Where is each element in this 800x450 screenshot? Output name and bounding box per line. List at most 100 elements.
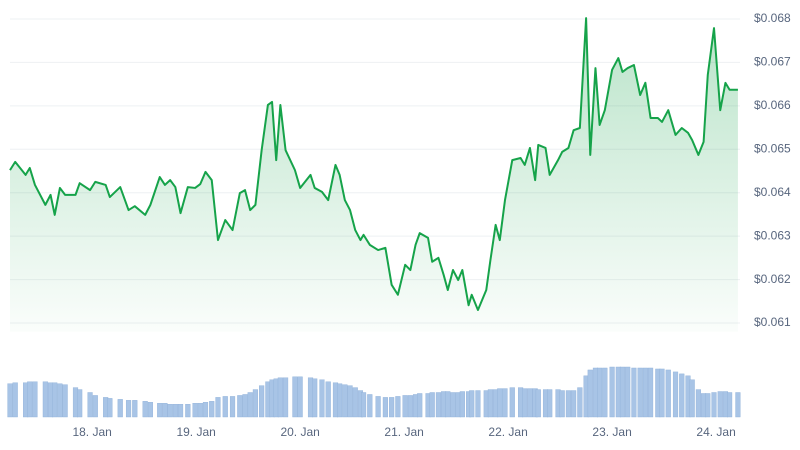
volume-bar [429, 392, 435, 418]
volume-bar [52, 382, 58, 418]
price-area [10, 18, 738, 332]
volume-bar [342, 384, 348, 418]
volume-bar [487, 389, 494, 418]
y-tick-label: $0.061 [754, 315, 791, 329]
volume-bar [202, 402, 209, 418]
volume-bar [527, 388, 533, 418]
volume-bar [389, 397, 395, 418]
volume-bar [631, 367, 637, 418]
x-tick-label: 21. Jan [384, 425, 423, 439]
y-tick-label: $0.063 [754, 228, 791, 242]
volume-bar [32, 381, 38, 418]
volume-bar [222, 396, 228, 418]
volume-bar [602, 367, 608, 418]
volume-bar [659, 368, 665, 418]
volume-bar [642, 367, 648, 418]
volume-bar [77, 389, 83, 418]
x-tick-label: 22. Jan [488, 425, 527, 439]
volume-bar [435, 392, 442, 418]
volume-bar [735, 392, 741, 418]
volume-bar [292, 376, 298, 418]
volume-bar [407, 395, 413, 418]
volume-bar [209, 401, 215, 418]
volume-bar [559, 390, 565, 418]
volume-bar [252, 389, 258, 418]
volume-bar [125, 400, 132, 418]
volume-bar [172, 404, 178, 418]
volume-bar [497, 388, 503, 418]
volume-bar [547, 389, 553, 418]
volume-bar [695, 389, 701, 418]
volume-bar [242, 394, 248, 418]
volume-bar [619, 366, 626, 418]
volume-bar [535, 389, 541, 418]
volume-bar [192, 403, 198, 418]
volume-bar [337, 383, 343, 418]
volume-bar [162, 403, 168, 418]
volume-bar [672, 371, 679, 418]
volume-bar [57, 383, 63, 418]
volume-bar [705, 393, 711, 418]
volume-bar [727, 392, 733, 418]
volume-bar [237, 395, 243, 418]
y-tick-label: $0.064 [754, 185, 791, 199]
volume-bar [565, 390, 571, 418]
volume-bar [382, 397, 388, 418]
volume-bar [92, 395, 98, 418]
volume-bar [117, 399, 123, 418]
volume-bar [107, 398, 113, 418]
volume-bar [7, 383, 13, 418]
volume-bar [277, 377, 283, 418]
volume-bar [259, 385, 265, 418]
volume-bar [197, 403, 203, 418]
volume-bar [647, 367, 654, 418]
volume-bar [665, 369, 671, 418]
volume-bar [87, 392, 93, 418]
volume-bar [679, 373, 685, 418]
volume-bar [297, 376, 303, 418]
volume-bar [417, 393, 423, 418]
volume-bar [502, 388, 508, 418]
volume-bar [375, 396, 381, 418]
volume-bar [459, 391, 465, 418]
volume-bar [177, 404, 184, 418]
volume-bar [229, 396, 236, 418]
volume-bar [167, 404, 173, 418]
volume-bar [609, 366, 615, 418]
volume-bar [215, 397, 221, 418]
x-tick-label: 24. Jan [696, 425, 735, 439]
x-tick-label: 23. Jan [592, 425, 631, 439]
volume-bar [319, 379, 325, 418]
volume-bar [132, 400, 138, 418]
volume-bar [711, 392, 717, 418]
volume-bar [27, 381, 33, 418]
volume-bar [147, 402, 153, 418]
volume-bar [597, 367, 603, 418]
price-line [9, 17, 738, 311]
volume-bar [347, 385, 353, 418]
volume-bar [247, 392, 253, 418]
volume-bar [689, 379, 695, 418]
volume-bar [185, 404, 191, 418]
volume-bar [42, 381, 48, 418]
volume-bar [571, 390, 577, 418]
volume-bar [469, 390, 475, 418]
volume-bar [360, 392, 367, 418]
volume-bar [352, 387, 358, 418]
y-tick-label: $0.065 [754, 141, 791, 155]
volume-bar [325, 381, 331, 418]
y-tick-label: $0.062 [754, 272, 791, 286]
y-tick-label: $0.067 [754, 55, 791, 69]
volume-bar [509, 387, 515, 418]
volume-bar [312, 378, 318, 418]
volume-bar [587, 369, 593, 418]
x-tick-label: 18. Jan [72, 425, 111, 439]
y-tick-label: $0.068 [754, 11, 791, 25]
volume-bar [395, 396, 401, 418]
volume-bar [402, 395, 408, 418]
volume-bar [62, 384, 68, 418]
volume-bar [637, 367, 643, 418]
volume-bar [157, 403, 163, 418]
